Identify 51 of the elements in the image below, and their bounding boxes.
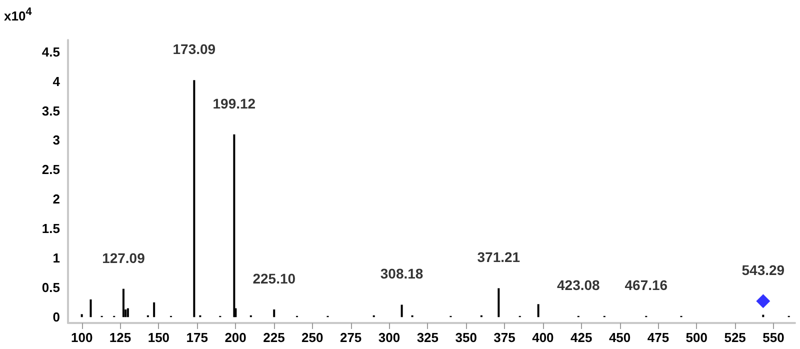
x-tick-label: 175 bbox=[186, 330, 208, 345]
bar bbox=[233, 134, 236, 318]
bar bbox=[153, 302, 156, 318]
y-tick-label: 0.5 bbox=[42, 280, 60, 296]
x-tick-label: 500 bbox=[686, 330, 708, 345]
bar bbox=[273, 309, 276, 318]
y-tick-label: 3 bbox=[52, 132, 60, 148]
bar bbox=[498, 288, 500, 318]
y-tick-label: 0 bbox=[52, 310, 60, 325]
x-tick-label: 375 bbox=[494, 330, 516, 345]
x-tick-label: 325 bbox=[416, 330, 439, 345]
x-tick-label: 150 bbox=[148, 330, 170, 345]
bar bbox=[400, 304, 403, 318]
annotation: 423.08 bbox=[556, 276, 600, 293]
y-tick-label: 3.5 bbox=[42, 103, 60, 118]
bar bbox=[122, 288, 124, 318]
y-tick-label: 4 bbox=[52, 74, 61, 89]
y-tick-label: 2 bbox=[52, 192, 60, 207]
bar bbox=[762, 314, 764, 318]
x-tick-label: 275 bbox=[340, 330, 362, 345]
y-tick-label: 2.5 bbox=[42, 162, 60, 178]
annotation: 127.09 bbox=[102, 250, 146, 266]
bar bbox=[193, 80, 196, 318]
x-tick-label: 525 bbox=[724, 330, 746, 345]
x-tick-label: 250 bbox=[302, 330, 324, 345]
x-tick-label: 100 bbox=[70, 330, 93, 345]
x-tick-label: 125 bbox=[109, 330, 132, 345]
bar bbox=[126, 308, 129, 318]
x-tick-label: 475 bbox=[647, 330, 670, 345]
annotation: 467.16 bbox=[624, 276, 668, 293]
x-tick-label: 400 bbox=[532, 330, 554, 345]
x-tick-label: 450 bbox=[608, 330, 631, 345]
x-tick-label: 225 bbox=[263, 330, 285, 345]
annotation: 371.21 bbox=[477, 249, 520, 266]
bar bbox=[537, 304, 540, 318]
x-tick-label: 425 bbox=[570, 330, 592, 345]
annotation: 308.18 bbox=[380, 266, 424, 282]
y-tick-label: 1.5 bbox=[42, 221, 60, 236]
bar bbox=[90, 299, 92, 318]
x-tick-label: 550 bbox=[762, 330, 784, 345]
annotation: 225.10 bbox=[252, 270, 296, 286]
y-tick-label: 1 bbox=[52, 250, 60, 266]
x-tick-label: 300 bbox=[378, 330, 400, 345]
annotation: 543.29 bbox=[742, 262, 785, 278]
bar bbox=[80, 314, 83, 318]
x-tick-label: 200 bbox=[224, 330, 246, 345]
y-tick-label: 4.5 bbox=[42, 44, 60, 60]
annotation: 173.09 bbox=[172, 41, 216, 58]
annotation: 199.12 bbox=[212, 95, 256, 112]
y-axis-title: x10$^{4}$ bbox=[4, 6, 32, 24]
x-tick-label: 350 bbox=[455, 330, 477, 345]
